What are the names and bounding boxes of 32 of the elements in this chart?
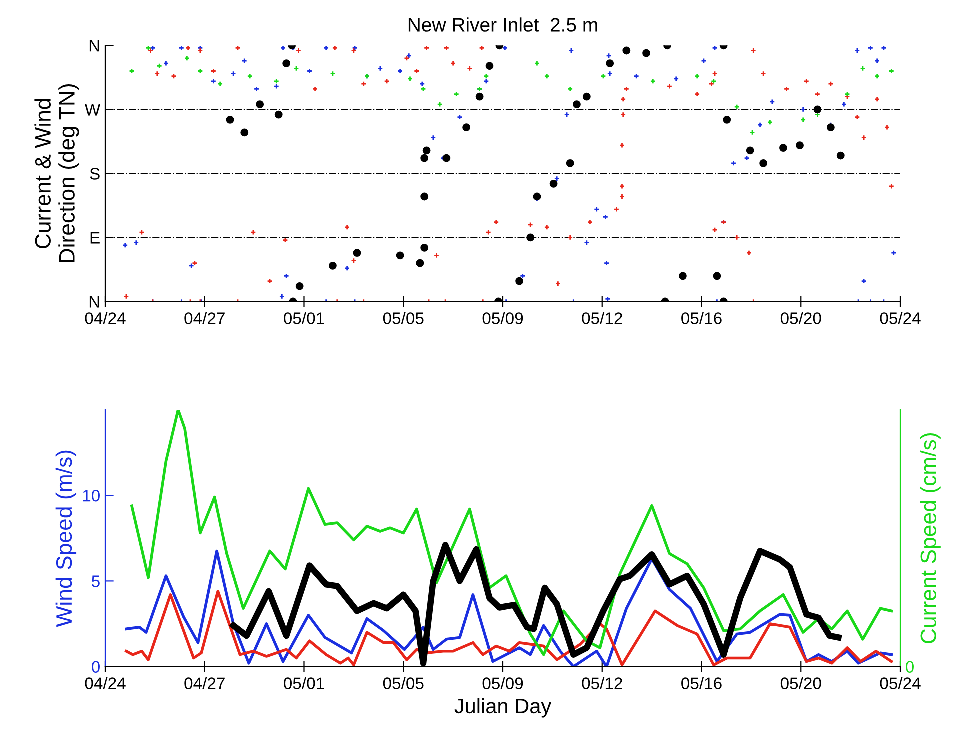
x-tick-label: 05/05 xyxy=(383,677,424,690)
x-tick-label: 05/09 xyxy=(482,312,524,324)
text: 0 xyxy=(906,661,914,674)
x-tick-label: 05/12 xyxy=(582,312,622,324)
x-tick-label: 05/20 xyxy=(780,312,822,324)
x-tick-label: 05/16 xyxy=(682,677,722,690)
x-tick-label: 04/24 xyxy=(85,677,126,690)
x-tick-label: 05/16 xyxy=(682,312,722,324)
x-tick-label: 05/01 xyxy=(284,677,324,690)
text: N xyxy=(90,40,100,52)
text: N xyxy=(90,296,100,308)
x-tick-label: 04/27 xyxy=(184,312,225,324)
text: S xyxy=(90,168,100,180)
x-tick-label: 04/27 xyxy=(184,677,225,690)
y-tick-label: 10 xyxy=(83,490,100,502)
y-axis-title: Current & Wind Direction (deg TN) xyxy=(34,84,80,262)
x-tick-label: 05/05 xyxy=(383,312,424,324)
x-tick-label: 05/09 xyxy=(482,677,524,690)
y-axis-title: Wind Speed (m/s) xyxy=(56,450,77,628)
text: W xyxy=(84,104,101,116)
x-tick-label: 05/24 xyxy=(880,677,921,690)
y-tick-label: 5 xyxy=(92,576,100,588)
x-tick-label: 05/20 xyxy=(780,677,822,690)
x-tick-label: 05/12 xyxy=(582,677,622,690)
y2-axis-title: Current Speed (cm/s) xyxy=(920,434,941,644)
chart-title: New River Inlet 2.5 m xyxy=(408,18,598,32)
x-tick-label: 05/24 xyxy=(880,312,921,324)
y-tick-label: 0 xyxy=(92,661,100,674)
x-tick-label: 04/24 xyxy=(85,312,126,324)
x-tick-label: 05/01 xyxy=(284,312,324,324)
text: E xyxy=(90,232,100,244)
x-axis-title: Julian Day xyxy=(454,698,552,718)
